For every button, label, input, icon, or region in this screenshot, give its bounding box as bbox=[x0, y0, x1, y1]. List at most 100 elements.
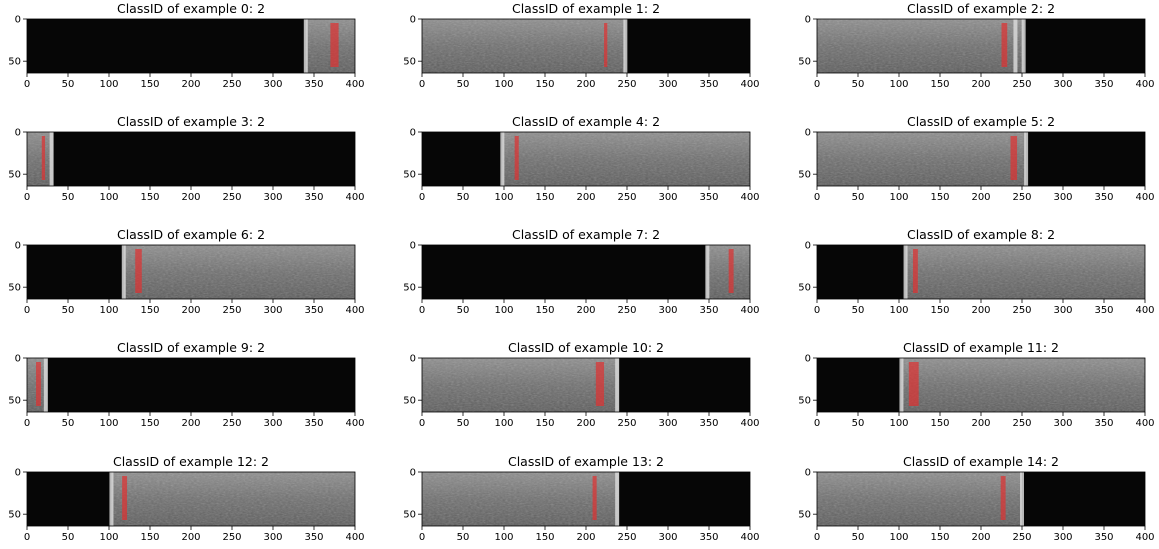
x-tick-label: 350 bbox=[1094, 79, 1113, 90]
x-tick-label: 350 bbox=[1094, 305, 1113, 316]
defect-mask bbox=[1001, 23, 1008, 67]
steel-texture bbox=[905, 245, 1145, 299]
plate-edge bbox=[623, 19, 628, 73]
x-tick-label: 250 bbox=[617, 418, 636, 429]
x-tick-label: 0 bbox=[814, 79, 820, 90]
x-tick-label: 400 bbox=[345, 418, 364, 429]
panel-title: ClassID of example 9: 2 bbox=[117, 340, 265, 355]
x-tick-label: 200 bbox=[181, 79, 200, 90]
x-tick-label: 300 bbox=[263, 305, 282, 316]
panel-title: ClassID of example 0: 2 bbox=[117, 1, 265, 16]
x-tick-label: 350 bbox=[1094, 532, 1113, 543]
x-tick-label: 100 bbox=[99, 79, 118, 90]
x-tick-label: 200 bbox=[181, 192, 200, 203]
x-tick-label: 150 bbox=[930, 192, 949, 203]
x-tick-label: 150 bbox=[930, 79, 949, 90]
steel-texture bbox=[817, 472, 1022, 526]
x-tick-label: 200 bbox=[971, 79, 990, 90]
x-tick-label: 0 bbox=[814, 192, 820, 203]
x-tick-label: 150 bbox=[535, 305, 554, 316]
x-tick-label: 250 bbox=[222, 192, 241, 203]
x-tick-label: 400 bbox=[740, 192, 759, 203]
defect-mask bbox=[908, 362, 919, 406]
x-tick-label: 300 bbox=[1053, 192, 1072, 203]
x-tick-label: 50 bbox=[852, 79, 865, 90]
x-tick-label: 350 bbox=[304, 532, 323, 543]
y-tick-label: 50 bbox=[8, 283, 21, 294]
x-tick-label: 200 bbox=[576, 418, 595, 429]
image-background bbox=[422, 245, 750, 299]
y-tick-label: 0 bbox=[805, 241, 811, 252]
plate-edge bbox=[903, 245, 908, 299]
x-tick-label: 300 bbox=[1053, 305, 1072, 316]
y-tick-label: 0 bbox=[410, 241, 416, 252]
x-tick-label: 50 bbox=[457, 192, 470, 203]
steel-texture bbox=[817, 132, 1027, 186]
x-tick-label: 100 bbox=[99, 418, 118, 429]
x-tick-label: 50 bbox=[62, 79, 75, 90]
panel-title: ClassID of example 7: 2 bbox=[512, 227, 660, 242]
panel-8: ClassID of example 8: 20 50 100 150 200 250 30… bbox=[798, 227, 1154, 316]
panel-12: ClassID of example 12: 20 50 100 150 200 250 3… bbox=[8, 454, 364, 543]
defect-mask bbox=[135, 249, 142, 293]
x-tick-label: 300 bbox=[658, 532, 677, 543]
x-tick-label: 50 bbox=[852, 532, 865, 543]
x-tick-label: 400 bbox=[740, 532, 759, 543]
x-tick-label: 100 bbox=[494, 532, 513, 543]
x-tick-label: 0 bbox=[419, 192, 425, 203]
x-tick-label: 50 bbox=[457, 305, 470, 316]
y-tick-label: 0 bbox=[410, 15, 416, 26]
x-tick-label: 200 bbox=[971, 418, 990, 429]
x-tick-label: 150 bbox=[930, 305, 949, 316]
panel-title: ClassID of example 4: 2 bbox=[512, 114, 660, 129]
defect-mask bbox=[728, 249, 734, 293]
panel-title: ClassID of example 6: 2 bbox=[117, 227, 265, 242]
x-tick-label: 300 bbox=[1053, 532, 1072, 543]
x-tick-label: 0 bbox=[24, 192, 30, 203]
x-tick-label: 200 bbox=[576, 79, 595, 90]
y-tick-label: 0 bbox=[15, 354, 21, 365]
y-tick-label: 50 bbox=[8, 396, 21, 407]
plate-edge bbox=[121, 245, 126, 299]
x-tick-label: 100 bbox=[494, 192, 513, 203]
x-tick-label: 350 bbox=[699, 418, 718, 429]
x-tick-label: 300 bbox=[1053, 418, 1072, 429]
defect-mask bbox=[122, 476, 128, 520]
plate-edge bbox=[49, 132, 54, 186]
x-tick-label: 400 bbox=[740, 418, 759, 429]
panel-3: ClassID of example 3: 20 50 100 150 200 250 30… bbox=[8, 114, 364, 203]
x-tick-label: 250 bbox=[1012, 418, 1031, 429]
defect-mask bbox=[1000, 476, 1006, 520]
x-tick-label: 150 bbox=[140, 192, 159, 203]
y-tick-label: 50 bbox=[798, 170, 811, 181]
y-tick-label: 0 bbox=[805, 468, 811, 479]
y-tick-label: 0 bbox=[410, 354, 416, 365]
y-tick-label: 0 bbox=[805, 354, 811, 365]
x-tick-label: 300 bbox=[658, 418, 677, 429]
plate-edge bbox=[303, 19, 308, 73]
panel-title: ClassID of example 8: 2 bbox=[907, 227, 1055, 242]
x-tick-label: 150 bbox=[140, 305, 159, 316]
x-tick-label: 50 bbox=[852, 418, 865, 429]
x-tick-label: 0 bbox=[24, 305, 30, 316]
x-tick-label: 0 bbox=[419, 305, 425, 316]
x-tick-label: 400 bbox=[345, 192, 364, 203]
panel-1: ClassID of example 1: 20 50 100 150 200 250 30… bbox=[403, 1, 759, 90]
plate-edge bbox=[615, 358, 620, 412]
x-tick-label: 350 bbox=[699, 532, 718, 543]
plate-edge bbox=[500, 132, 505, 186]
panel-4: ClassID of example 4: 20 50 100 150 200 250 30… bbox=[403, 114, 759, 203]
y-tick-label: 0 bbox=[805, 128, 811, 139]
panel-title: ClassID of example 13: 2 bbox=[508, 454, 664, 469]
x-tick-label: 200 bbox=[576, 305, 595, 316]
y-tick-label: 50 bbox=[798, 510, 811, 521]
panel-title: ClassID of example 10: 2 bbox=[508, 340, 664, 355]
x-tick-label: 400 bbox=[740, 79, 759, 90]
y-tick-label: 0 bbox=[805, 15, 811, 26]
x-tick-label: 350 bbox=[699, 305, 718, 316]
plate-edge bbox=[899, 358, 904, 412]
x-tick-label: 200 bbox=[181, 418, 200, 429]
panel-0: ClassID of example 0: 20 50 100 150 200 250 30… bbox=[8, 1, 364, 90]
y-tick-label: 50 bbox=[8, 510, 21, 521]
